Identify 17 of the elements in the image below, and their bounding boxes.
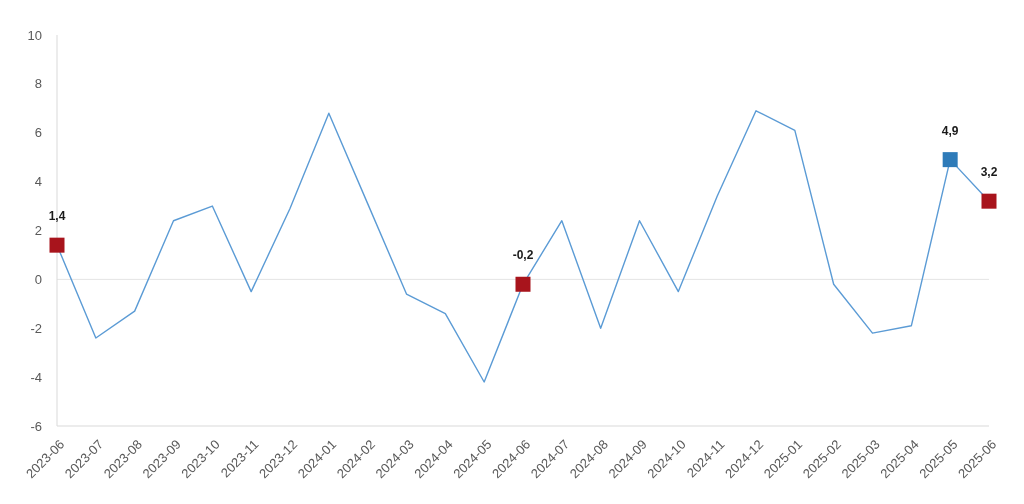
y-tick-label: -2 bbox=[30, 320, 42, 336]
point bbox=[515, 276, 531, 292]
y-tick-label: 8 bbox=[34, 76, 42, 92]
y-tick-label: 10 bbox=[27, 27, 42, 43]
data-label: -0,2 bbox=[512, 248, 534, 263]
y-tick-label: 2 bbox=[34, 223, 42, 239]
y-tick-label: 6 bbox=[34, 125, 42, 141]
y-tick-label: 0 bbox=[34, 271, 42, 287]
y-tick-label: -6 bbox=[30, 418, 42, 434]
point bbox=[981, 193, 997, 209]
data-label: 3,2 bbox=[980, 165, 998, 180]
data-label: 4,9 bbox=[941, 123, 959, 138]
y-tick-label: -4 bbox=[30, 369, 42, 385]
y-tick-label: 4 bbox=[34, 174, 42, 190]
data-label: 1,4 bbox=[48, 209, 66, 224]
point bbox=[942, 152, 958, 168]
point bbox=[49, 237, 65, 253]
